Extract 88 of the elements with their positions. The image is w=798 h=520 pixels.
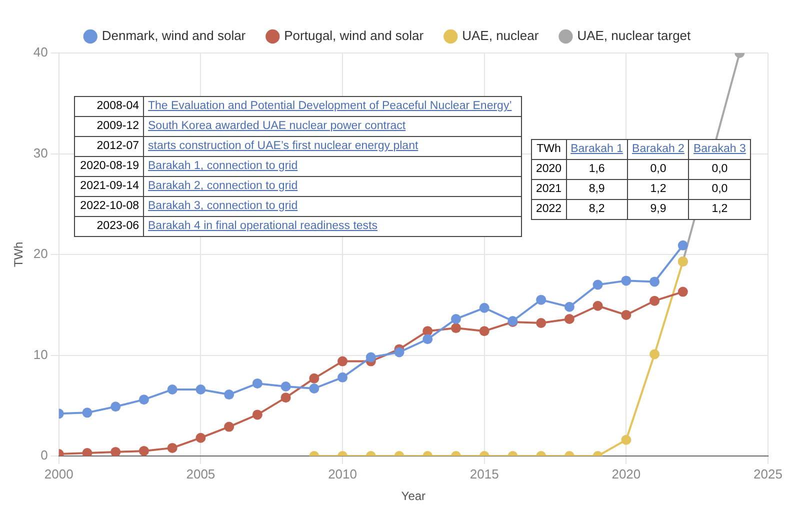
legend-label: Denmark, wind and solar: [102, 28, 246, 44]
y-tick-label: 20: [33, 246, 48, 262]
point: [422, 334, 433, 344]
annotation: Barakah 3, connection to grid: [144, 196, 522, 216]
point: [592, 280, 603, 290]
point: [138, 394, 149, 405]
legend-label: UAE, nuclear: [462, 28, 540, 44]
legend-label: Portugal, wind and solar: [284, 28, 424, 44]
annotation: 0,0: [688, 180, 750, 200]
x-tick-label: 2000: [44, 466, 74, 482]
point: [678, 286, 688, 297]
annotation: Barakah 2: [628, 140, 689, 160]
annotation: Barakah 4 in final operational readiness tests: [144, 216, 522, 236]
point: [309, 373, 320, 384]
point: [650, 296, 660, 306]
point: [167, 442, 178, 453]
point: [167, 384, 178, 395]
annotation: 2022-10-08: [74, 196, 144, 216]
annotation: 1,6: [566, 160, 628, 180]
annotation: TWh: [532, 140, 566, 160]
point: [110, 402, 121, 412]
y-tick-label: 0: [40, 448, 48, 463]
point: [338, 356, 348, 366]
annotation: Barakah 1, connection to grid: [144, 156, 522, 176]
point: [621, 276, 632, 286]
annotation: 0,0: [628, 160, 689, 180]
annotation: 2021-09-14: [74, 176, 144, 196]
point: [650, 276, 660, 287]
annotation: 2020: [532, 160, 566, 180]
point: [592, 300, 603, 311]
annotation: 2008-04: [74, 96, 144, 116]
x-tick-label: 2010: [328, 466, 357, 482]
point: [224, 422, 234, 432]
annotation: Barakah 3: [688, 140, 750, 160]
point: [196, 384, 206, 395]
point: [650, 349, 660, 360]
point: [82, 448, 92, 456]
annotation: 1,2: [688, 200, 750, 220]
point: [621, 434, 632, 445]
point: [536, 318, 546, 328]
point: [252, 378, 262, 388]
y-tick-label: 10: [33, 346, 48, 362]
x-tick-label: 2015: [470, 466, 499, 482]
annotation: 8,9: [566, 180, 628, 200]
annotation: The Evaluation and Potential Development of Peaceful Nuclear Energy’: [144, 96, 522, 116]
x-axis-title: Year: [401, 489, 426, 504]
y-axis-title: TWh: [12, 242, 26, 268]
point: [280, 381, 291, 392]
point: [450, 314, 461, 324]
point: [196, 432, 206, 443]
annotation: 2022: [532, 200, 566, 220]
point: [450, 323, 461, 334]
annotation: 2021: [532, 180, 566, 200]
annotation: South Korea awarded UAE nuclear power contract: [144, 116, 522, 136]
point: [564, 302, 574, 312]
annotation: Barakah 2, connection to grid: [144, 176, 522, 196]
point: [479, 302, 490, 313]
point: [138, 446, 149, 456]
legend-label: UAE, nuclear target: [577, 28, 692, 44]
point: [536, 294, 546, 305]
point: [224, 390, 234, 400]
annotation: Barakah 1: [566, 140, 628, 160]
point: [366, 352, 376, 362]
annotation: 0,0: [688, 160, 750, 180]
point: [110, 446, 121, 456]
annotation: 9,9: [628, 200, 689, 220]
point: [479, 326, 490, 336]
annotation: 2012-07: [74, 136, 144, 156]
point: [394, 347, 404, 358]
annotation: 2009-12: [74, 116, 144, 136]
annotation: 8,2: [566, 200, 628, 220]
annotation: 2023-06: [74, 216, 144, 236]
annotation: starts construction of UAE’s first nuclear energy plant: [144, 136, 522, 156]
point: [621, 310, 632, 320]
annotation: 1,2: [628, 180, 689, 200]
annotation: 2020-08-19: [74, 156, 144, 176]
point: [252, 410, 262, 420]
point: [82, 408, 92, 418]
point: [564, 314, 574, 324]
point: [338, 372, 348, 382]
x-tick-label: 2025: [754, 466, 782, 482]
point: [280, 392, 291, 403]
y-tick-label: 30: [33, 145, 48, 160]
x-tick-label: 2005: [186, 466, 216, 482]
x-tick-label: 2020: [612, 466, 641, 482]
point: [678, 240, 688, 250]
y-tick-label: 40: [33, 44, 48, 60]
point: [309, 384, 320, 394]
